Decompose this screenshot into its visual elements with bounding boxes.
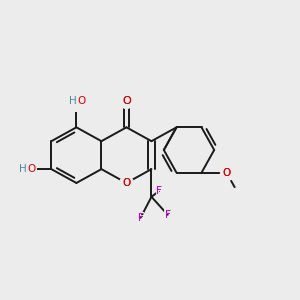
Text: O: O	[122, 96, 131, 106]
Text: O: O	[222, 168, 231, 178]
Text: H: H	[20, 164, 27, 174]
Text: O: O	[121, 94, 132, 108]
Text: F: F	[165, 210, 171, 220]
Text: F: F	[163, 208, 172, 221]
Text: O: O	[28, 164, 36, 174]
Text: F: F	[138, 213, 143, 223]
Text: H: H	[70, 96, 77, 106]
Text: F: F	[138, 213, 143, 223]
Text: F: F	[136, 211, 145, 224]
Text: O: O	[78, 96, 86, 106]
Text: O: O	[221, 166, 232, 179]
Text: O: O	[221, 166, 232, 179]
Text: F: F	[156, 186, 162, 196]
Text: F: F	[165, 210, 171, 220]
Text: O: O	[28, 164, 36, 174]
Text: O: O	[121, 176, 132, 190]
Text: O: O	[122, 178, 130, 188]
Text: F: F	[136, 211, 145, 224]
Text: F: F	[154, 185, 164, 198]
Text: H: H	[19, 164, 27, 174]
Text: O: O	[121, 94, 132, 108]
Text: O: O	[122, 96, 131, 106]
Text: O: O	[222, 168, 231, 178]
Text: F: F	[154, 185, 164, 198]
Text: O: O	[78, 96, 86, 106]
Text: O: O	[122, 178, 130, 188]
Text: F: F	[156, 186, 162, 196]
Text: O: O	[121, 176, 132, 190]
Text: F: F	[163, 208, 172, 221]
Text: H: H	[69, 96, 77, 106]
